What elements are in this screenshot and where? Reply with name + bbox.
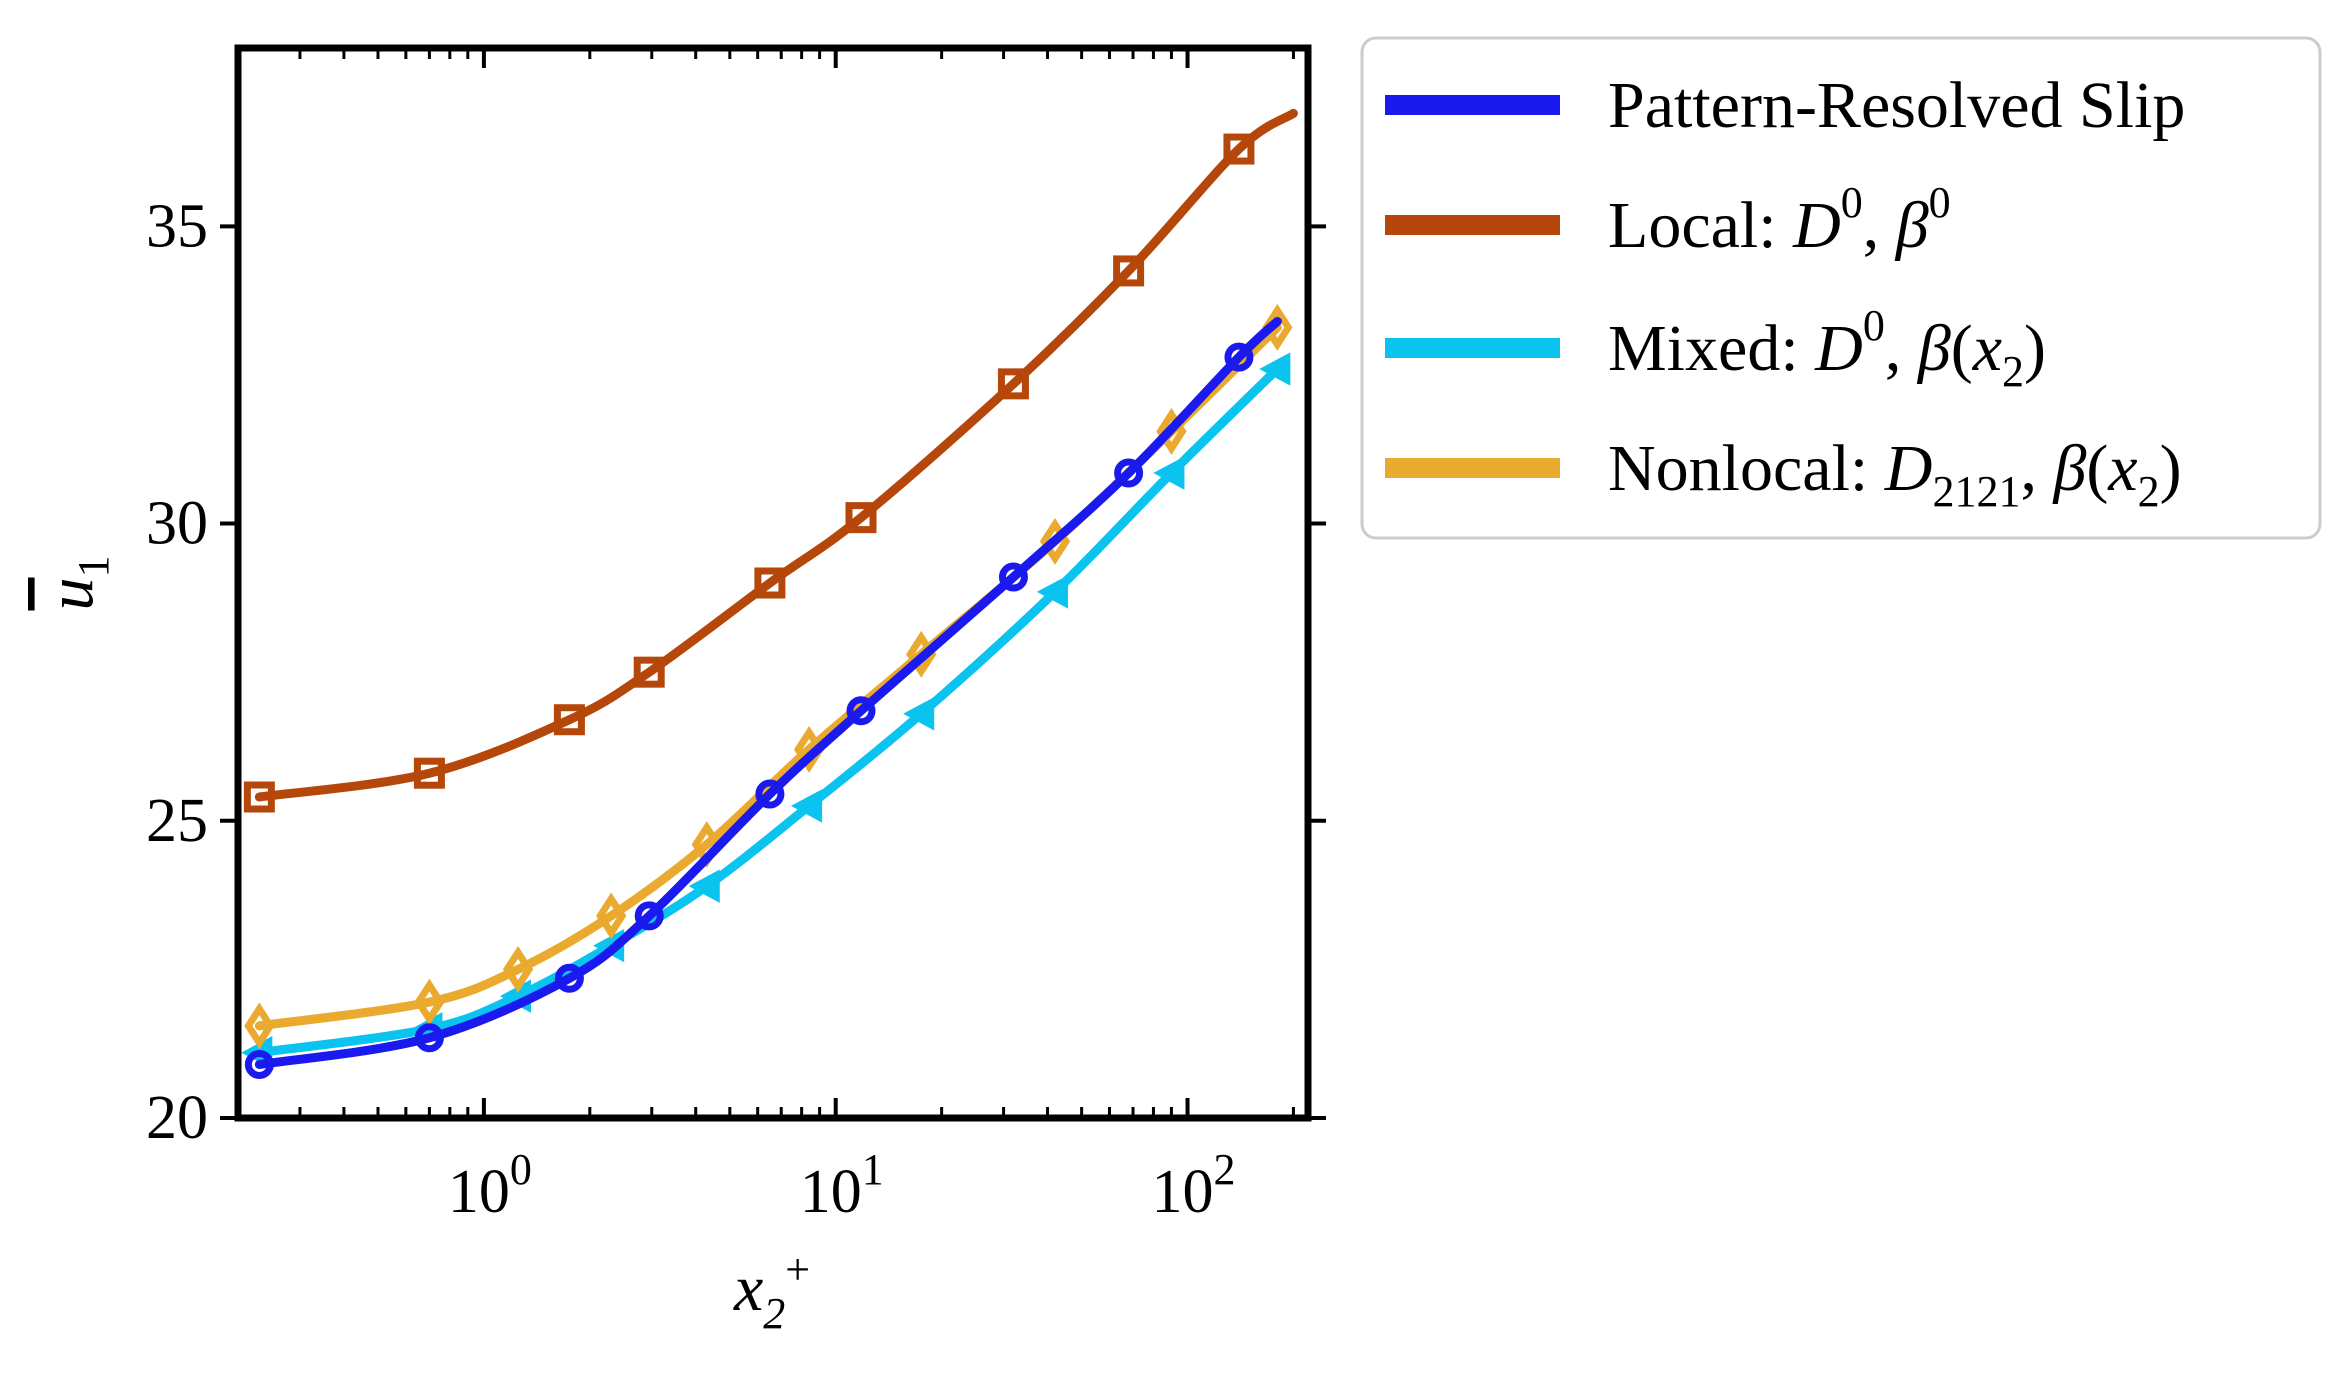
data-point-triangle-left [1153, 456, 1185, 490]
data-point-circle [414, 1023, 444, 1053]
legend-entry: Mixed: D0, β(x2) [1608, 301, 2046, 396]
data-point-circle [554, 963, 584, 993]
y-tick-label: 25 [146, 787, 208, 855]
data-point-triangle-left [790, 789, 823, 823]
data-point-diamond [793, 726, 825, 773]
legend: Pattern-Resolved Slip Local: D0, β0 Mixed:… [1360, 36, 2322, 540]
data-point-circle [998, 562, 1028, 592]
data-point-diamond [502, 945, 534, 993]
series-lines [241, 108, 1298, 1079]
x-tick-label: 102 [1152, 1145, 1236, 1226]
data-point-square [633, 656, 665, 688]
data-point-square [845, 502, 877, 534]
data-point-circle [846, 696, 876, 726]
series-0 [244, 316, 1282, 1079]
data-point-square [243, 781, 275, 813]
axis-ticks: 20 25 30 35 100 101 102 [146, 48, 1326, 1226]
data-point-square [553, 704, 585, 736]
data-point-square [997, 368, 1029, 400]
data-point-triangle-left [903, 697, 935, 731]
legend-entry: Nonlocal: D2121, β(x2) [1608, 432, 2182, 516]
data-point-circle [755, 779, 785, 809]
data-point-triangle-left [688, 869, 720, 903]
plot-frame [234, 44, 1312, 1122]
axis-labels: x2+ u1 [34, 556, 810, 1339]
x-tick-label: 101 [800, 1145, 884, 1226]
data-point-circle [634, 901, 664, 931]
data-point-circle [244, 1050, 274, 1079]
series-1 [243, 108, 1298, 813]
data-point-circle [1114, 458, 1144, 488]
data-point-diamond [1262, 303, 1293, 351]
series-line [254, 364, 1282, 1058]
series-line [254, 316, 1282, 1069]
data-point-triangle-left [1259, 352, 1291, 386]
data-point-square [413, 757, 445, 789]
data-point-diamond [595, 892, 627, 940]
legend-entry: Pattern-Resolved Slip [1608, 69, 2185, 142]
legend-box [1360, 36, 2322, 540]
series-3 [244, 303, 1293, 1050]
data-point-triangle-left [1036, 575, 1068, 609]
series-line [254, 322, 1282, 1031]
data-point-square [1223, 133, 1255, 165]
y-tick-label: 35 [146, 192, 208, 260]
y-tick-label: 30 [146, 490, 208, 558]
y-tick-label: 20 [146, 1084, 208, 1152]
data-point-square [1113, 255, 1145, 287]
data-point-diamond [414, 978, 445, 1026]
x-tick-label: 100 [448, 1145, 532, 1226]
data-point-circle [1224, 342, 1254, 372]
y-axis-label: u1 [34, 556, 118, 611]
data-point-square [754, 567, 786, 599]
data-point-diamond [244, 1002, 275, 1050]
x-axis-label: x2+ [733, 1245, 810, 1338]
series-line [254, 108, 1298, 802]
legend-entry: Local: D0, β0 [1608, 178, 1951, 262]
